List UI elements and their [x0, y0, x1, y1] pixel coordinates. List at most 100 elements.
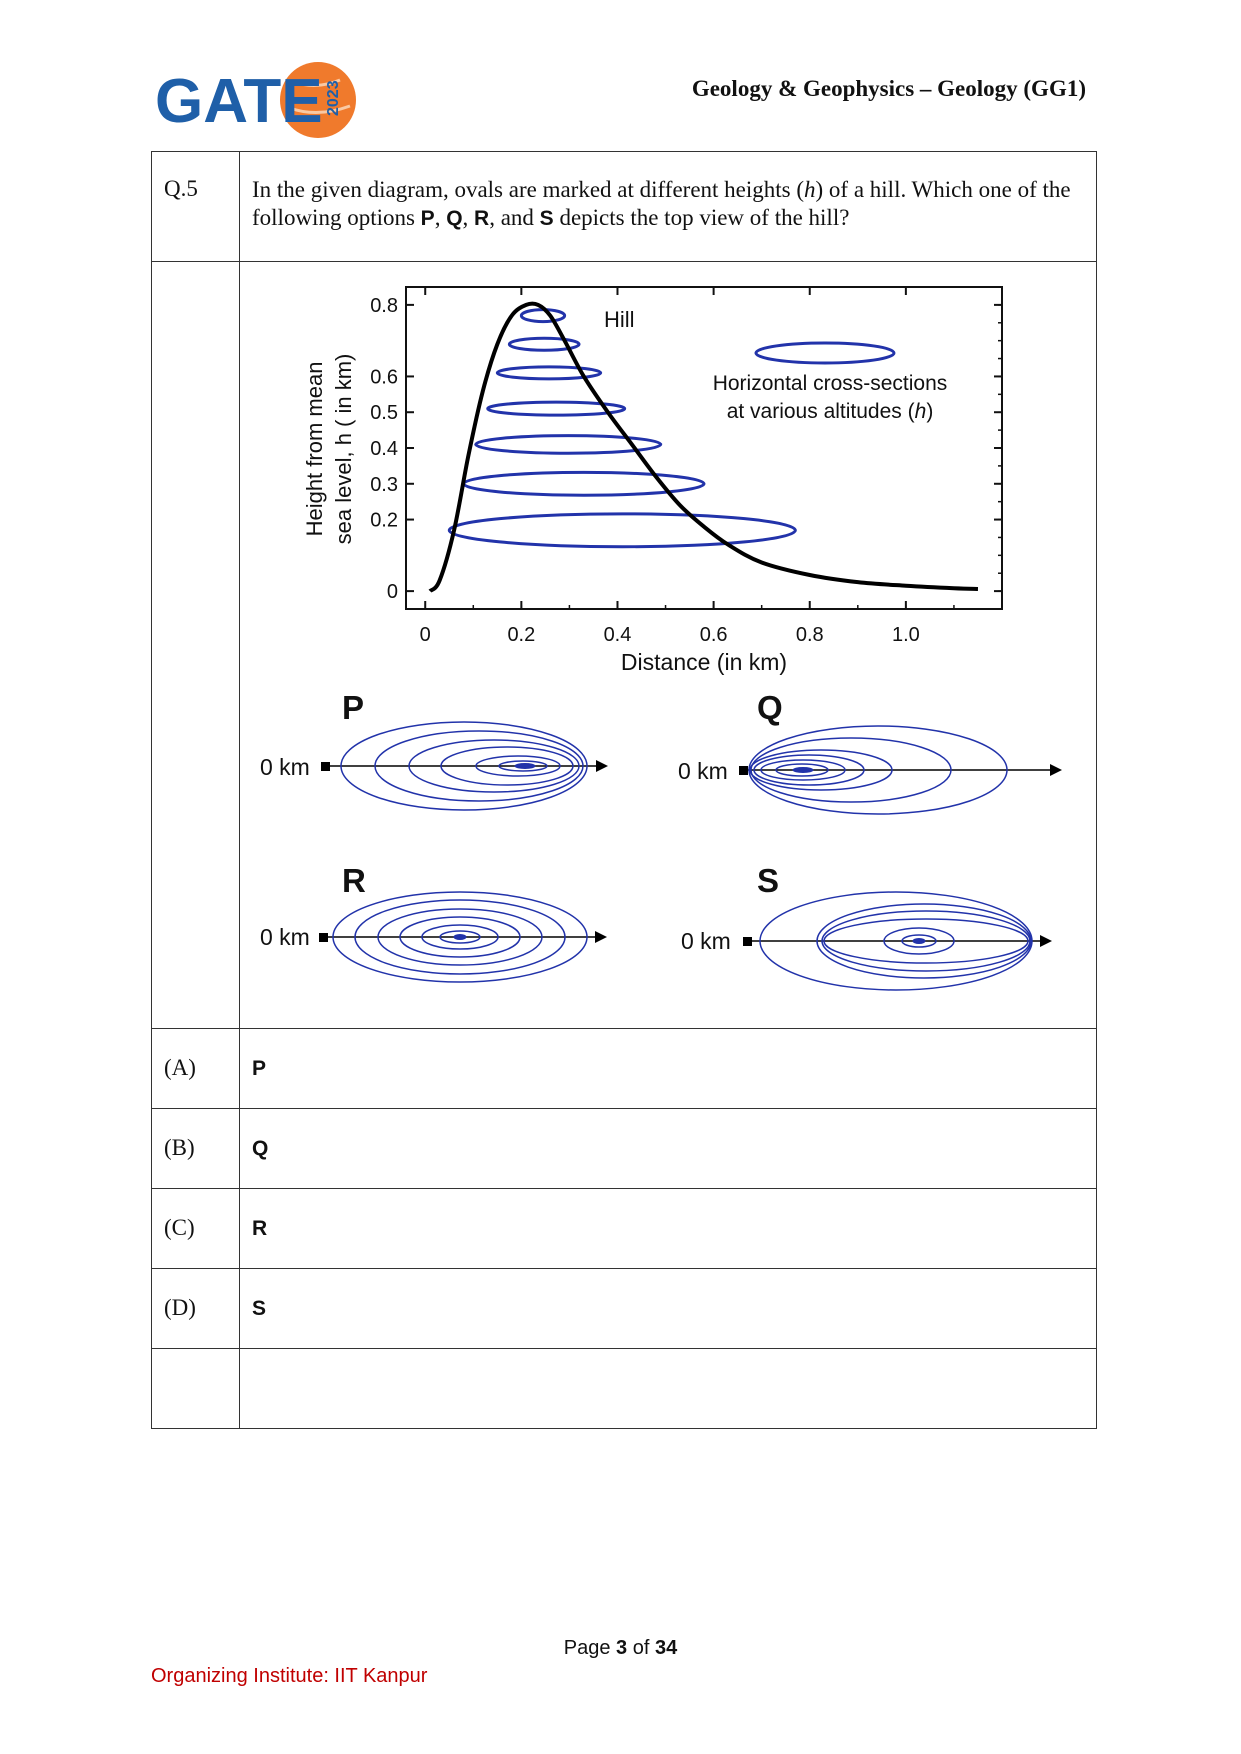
- hill-curve: [428, 301, 979, 593]
- option-value-d[interactable]: S: [239, 1268, 1097, 1349]
- panel-label-P: P: [342, 689, 364, 726]
- contour: [514, 763, 536, 769]
- y-tick-label: 0.6: [370, 366, 398, 388]
- origin-marker: [743, 937, 752, 946]
- arrow-head: [595, 931, 607, 943]
- option-value-c[interactable]: R: [239, 1188, 1097, 1269]
- origin-marker: [319, 933, 328, 942]
- option-label-a: (A): [151, 1028, 240, 1109]
- diagram-number-cell: [151, 261, 240, 1029]
- contour: [883, 927, 955, 955]
- x-tick-label: 0.4: [604, 624, 632, 646]
- contour: [901, 934, 937, 948]
- cross-section-oval: [474, 434, 663, 455]
- contour: [408, 739, 580, 793]
- option-value-b[interactable]: Q: [239, 1108, 1097, 1189]
- contour: [775, 763, 829, 777]
- y-tick-label: 0.5: [370, 402, 398, 424]
- zero-km-label: 0 km: [678, 758, 728, 784]
- contour: [374, 730, 584, 802]
- hill-label: Hill: [604, 307, 635, 332]
- option-label-c: (C): [151, 1188, 240, 1269]
- option-label-d: (D): [151, 1268, 240, 1349]
- zero-km-label: 0 km: [260, 754, 310, 780]
- contour: [354, 899, 566, 975]
- origin-marker: [321, 762, 330, 771]
- diagram-cell: 0 0.2 0.4 0.6 0.8 1.0 0 0.2 0.3 0.4 0.5 0.6 0.8 Hill…: [239, 261, 1097, 1029]
- paper-title: Geology & Geophysics – Geology (GG1): [691, 76, 1086, 101]
- panel-label-Q: Q: [757, 689, 783, 726]
- contour: [750, 737, 952, 803]
- plot-frame: [405, 286, 1003, 610]
- y-tick-label: 0.2: [370, 510, 398, 532]
- x-tick-label: 1.0: [892, 624, 920, 646]
- zero-km-label: 0 km: [681, 928, 731, 954]
- panel-label-S: S: [757, 862, 779, 899]
- empty-cell: [151, 1348, 240, 1429]
- question-number: Q.5: [151, 151, 240, 262]
- contour: [332, 891, 588, 983]
- contour: [475, 755, 561, 777]
- option-panel-S: S 0 km: [681, 862, 1052, 991]
- arrow-head: [596, 760, 608, 772]
- contour: [816, 903, 1032, 979]
- cross-section-ovals: [447, 308, 797, 549]
- empty-cell: [239, 1348, 1097, 1429]
- axis-ticks: 0 0.2 0.4 0.6 0.8 1.0 0 0.2 0.3 0.4 0.5 0.6 0.8: [370, 287, 1002, 646]
- y-axis-label-line1: Height from mean: [302, 362, 327, 537]
- page-number: Page 3 of 34: [563, 1637, 678, 1659]
- contour: [823, 918, 1029, 964]
- cross-section-oval: [507, 336, 581, 352]
- contour: [821, 910, 1031, 972]
- panel-label-R: R: [342, 862, 366, 899]
- contour: [753, 754, 865, 786]
- y-tick-label: 0.8: [370, 295, 398, 317]
- option-panel-P: P 0 km: [260, 689, 608, 811]
- origin-marker: [739, 766, 748, 775]
- contour: [748, 725, 1008, 815]
- organizing-institute: Organizing Institute: IIT Kanpur: [151, 1665, 428, 1687]
- legend-line1: Horizontal cross-sections: [713, 372, 948, 395]
- option-panel-R: R 0 km: [260, 862, 607, 983]
- y-tick-label: 0.3: [370, 474, 398, 496]
- legend-oval: [754, 341, 896, 365]
- x-tick-label: 0.8: [796, 624, 824, 646]
- y-tick-label: 0.4: [370, 438, 398, 460]
- logo-text: GATE: [155, 67, 323, 136]
- contour: [377, 908, 543, 966]
- y-tick-label: 0: [387, 581, 398, 603]
- contour: [453, 934, 467, 940]
- contour: [749, 749, 893, 791]
- cross-section-oval: [519, 308, 567, 324]
- question-text: In the given diagram, ovals are marked a…: [239, 151, 1097, 262]
- contour: [439, 930, 481, 944]
- option-label-b: (B): [151, 1108, 240, 1189]
- contour: [792, 767, 814, 773]
- question-table: Q.5 In the given diagram, ovals are mark…: [151, 151, 1097, 1429]
- hill-chart: 0 0.2 0.4 0.6 0.8 1.0 0 0.2 0.3 0.4 0.5 0.6 0.8 Hill…: [260, 286, 1062, 991]
- arrow-head: [1050, 764, 1062, 776]
- arrow-head: [1040, 935, 1052, 947]
- contour: [498, 760, 548, 772]
- option-panel-Q: Q 0 km: [678, 689, 1062, 815]
- cross-section-oval: [447, 512, 797, 549]
- logo-year: 2023: [325, 80, 342, 116]
- contour: [759, 891, 1033, 991]
- x-tick-label: 0: [420, 624, 431, 646]
- cross-section-oval: [495, 365, 603, 381]
- cross-section-oval: [486, 400, 627, 417]
- x-tick-label: 0.6: [700, 624, 728, 646]
- contour: [340, 721, 588, 811]
- gate-logo: GATE 2023: [155, 62, 356, 138]
- option-value-a[interactable]: P: [239, 1028, 1097, 1109]
- contour: [399, 916, 521, 958]
- contour: [760, 759, 846, 781]
- contour: [912, 938, 926, 944]
- zero-km-label: 0 km: [260, 924, 310, 950]
- y-axis-label-line2: sea level, h ( in km): [331, 354, 356, 545]
- contour: [440, 746, 574, 786]
- x-axis-label: Distance (in km): [621, 649, 787, 675]
- legend-line2: at various altitudes (h): [727, 400, 934, 423]
- contour: [421, 924, 499, 950]
- x-tick-label: 0.2: [507, 624, 535, 646]
